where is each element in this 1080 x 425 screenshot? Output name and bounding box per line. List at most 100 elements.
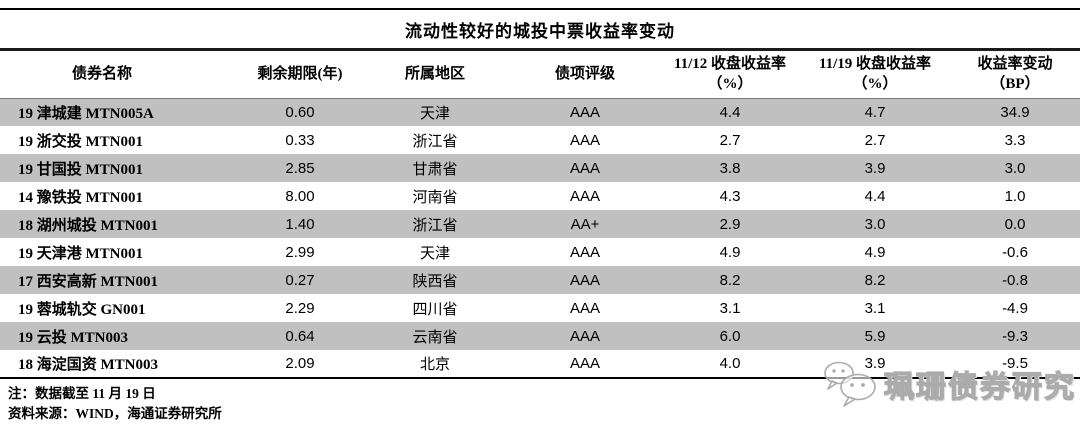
rating-cell: AAA: [569, 271, 600, 289]
header-line: （%）: [852, 76, 898, 93]
maturity-cell: 2.99: [285, 243, 315, 261]
note-line: 注：数据截至 11 月 19 日: [8, 386, 156, 401]
header-line: 所属地区: [404, 66, 465, 83]
table-notes: 注：数据截至 11 月 19 日 资料来源：WIND，海通证券研究所: [8, 384, 1080, 425]
region-cell: 河南省: [412, 188, 458, 206]
header-line: 债项评级: [554, 66, 615, 83]
yield-1112-cell: 3.8: [719, 159, 741, 177]
rating-cell: AAA: [569, 243, 600, 261]
yield-1112-cell: 4.3: [719, 187, 741, 205]
region-cell: 四川省: [412, 300, 458, 318]
yield-change-cell: 3.0: [1004, 159, 1026, 177]
yield-1112-cell: 4.0: [719, 355, 741, 372]
col-header-rating: 债项评级: [510, 51, 660, 99]
region-cell: 云南省: [412, 328, 458, 346]
bond-name-cell: 17 西安高新 MTN001: [18, 273, 158, 290]
source-line: 资料来源：WIND，海通证券研究所: [8, 406, 222, 422]
table-row: 19 甘国投 MTN001 2.85 甘肃省 AAA 3.8 3.9 3.0: [0, 154, 1080, 182]
rating-cell: AAA: [569, 327, 600, 345]
region-cell: 北京: [419, 356, 450, 373]
col-header-yield-change: 收益率变动 （BP）: [950, 51, 1080, 99]
table-row: 18 湖州城投 MTN001 1.40 浙江省 AA+ 2.9 3.0 0.0: [0, 210, 1080, 238]
maturity-cell: 1.40: [285, 215, 315, 233]
bond-name-cell: 14 豫铁投 MTN001: [18, 189, 143, 206]
rating-cell: AAA: [569, 355, 600, 372]
region-cell: 陕西省: [412, 272, 458, 290]
rating-cell: AAA: [569, 187, 600, 205]
region-cell: 甘肃省: [412, 160, 458, 178]
table-row: 18 海淀国资 MTN003 2.09 北京 AAA 4.0 3.9 -9.5: [0, 350, 1080, 378]
region-cell: 天津: [419, 244, 450, 262]
header-line: 收益率变动: [977, 56, 1053, 72]
bond-name-cell: 19 天津港 MTN001: [18, 245, 143, 262]
yield-1112-cell: 3.1: [719, 299, 741, 317]
bond-name-cell: 18 海淀国资 MTN003: [18, 357, 158, 373]
yield-change-cell: -9.3: [1002, 327, 1028, 345]
maturity-cell: 0.27: [285, 271, 315, 289]
yield-1119-cell: 4.7: [864, 103, 886, 121]
table-row: 19 蓉城轨交 GN001 2.29 四川省 AAA 3.1 3.1 -4.9: [0, 294, 1080, 322]
table-row: 19 云投 MTN003 0.64 云南省 AAA 6.0 5.9 -9.3: [0, 322, 1080, 350]
yield-change-cell: -0.6: [1002, 243, 1028, 261]
yield-change-cell: 0.0: [1004, 215, 1026, 233]
yield-change-cell: 3.3: [1004, 131, 1026, 149]
rating-cell: AAA: [569, 131, 600, 149]
yield-1119-cell: 4.4: [864, 187, 886, 205]
bond-name-cell: 19 津城建 MTN005A: [18, 105, 154, 122]
yield-change-cell: -9.5: [1002, 355, 1028, 372]
header-line: 债券名称: [71, 66, 132, 83]
yield-change-cell: 34.9: [1000, 103, 1030, 121]
maturity-cell: 0.33: [285, 131, 315, 149]
yield-1112-cell: 6.0: [719, 327, 741, 345]
yield-1119-cell: 2.7: [864, 131, 886, 149]
yield-1119-cell: 3.0: [864, 215, 886, 233]
yield-1112-cell: 4.9: [719, 243, 741, 261]
maturity-cell: 0.64: [285, 327, 315, 345]
rating-cell: AAA: [569, 103, 600, 121]
yield-change-cell: -4.9: [1002, 299, 1028, 317]
table-row: 17 西安高新 MTN001 0.27 陕西省 AAA 8.2 8.2 -0.8: [0, 266, 1080, 294]
header-line: （%）: [707, 76, 753, 93]
yield-1112-cell: 2.7: [719, 131, 741, 149]
rating-cell: AAA: [569, 299, 600, 317]
rating-cell: AAA: [569, 159, 600, 177]
yield-1112-cell: 4.4: [719, 103, 741, 121]
table-row: 19 天津港 MTN001 2.99 天津 AAA 4.9 4.9 -0.6: [0, 238, 1080, 266]
col-header-yield-1112: 11/12 收盘收益率 （%）: [660, 51, 800, 99]
yield-1112-cell: 8.2: [719, 271, 741, 289]
table-title: 流动性较好的城投中票收益率变动: [405, 22, 675, 41]
maturity-cell: 0.60: [285, 103, 315, 121]
header-line: 11/12 收盘收益率: [673, 56, 787, 72]
bond-name-cell: 19 浙交投 MTN001: [18, 133, 143, 150]
table-row: 19 津城建 MTN005A 0.60 天津 AAA 4.4 4.7 34.9: [0, 98, 1080, 126]
header-line: 11/19 收盘收益率: [818, 56, 932, 72]
table-row: 19 浙交投 MTN001 0.33 浙江省 AAA 2.7 2.7 3.3: [0, 126, 1080, 154]
bond-name-cell: 19 云投 MTN003: [18, 329, 128, 346]
table-row: 14 豫铁投 MTN001 8.00 河南省 AAA 4.3 4.4 1.0: [0, 182, 1080, 210]
bond-yield-table: 债券名称 剩余期限(年) 所属地区 债项评级 11/12 收盘收益率 （%） 11…: [0, 51, 1080, 379]
yield-1119-cell: 3.9: [864, 355, 886, 372]
bond-name-cell: 18 湖州城投 MTN001: [18, 217, 158, 234]
col-header-yield-1119: 11/19 收盘收益率 （%）: [800, 51, 950, 99]
yield-1119-cell: 5.9: [864, 327, 886, 345]
bond-name-cell: 19 蓉城轨交 GN001: [18, 301, 146, 318]
yield-change-cell: -0.8: [1002, 271, 1028, 289]
maturity-cell: 8.00: [285, 187, 315, 205]
maturity-cell: 2.29: [285, 299, 315, 317]
rating-cell: AA+: [570, 215, 600, 233]
title-rule: [0, 48, 1080, 51]
research-table-page: 流动性较好的城投中票收益率变动 债券名称 剩余期限(年) 所属地区 债项评级 1…: [0, 8, 1080, 423]
header-line: （BP）: [990, 76, 1040, 93]
header-line: 剩余期限(年): [257, 66, 343, 83]
yield-1112-cell: 2.9: [719, 215, 741, 233]
col-header-maturity: 剩余期限(年): [240, 51, 360, 99]
yield-change-cell: 1.0: [1004, 187, 1026, 205]
yield-1119-cell: 3.9: [864, 159, 886, 177]
bond-name-cell: 19 甘国投 MTN001: [18, 161, 143, 178]
col-header-bond-name: 债券名称: [0, 51, 240, 99]
region-cell: 浙江省: [412, 216, 458, 234]
yield-1119-cell: 3.1: [864, 299, 886, 317]
maturity-cell: 2.09: [285, 355, 315, 372]
header-row: 债券名称 剩余期限(年) 所属地区 债项评级 11/12 收盘收益率 （%） 11…: [0, 51, 1080, 99]
region-cell: 浙江省: [412, 132, 458, 150]
